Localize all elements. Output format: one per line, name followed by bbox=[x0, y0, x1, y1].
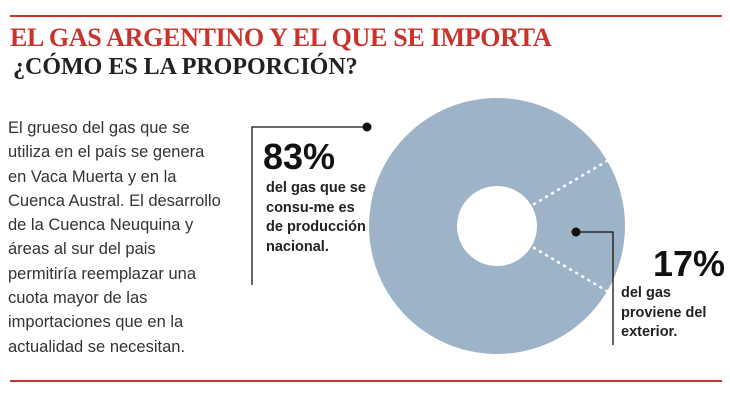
slice-17-description: del gas proviene del exterior. bbox=[621, 285, 707, 340]
slice-divider-1 bbox=[532, 246, 608, 293]
slice-divider-2 bbox=[532, 159, 608, 206]
page-subtitle: ¿CÓMO ES LA PROPORCIÓN? bbox=[13, 54, 358, 80]
pie-slice-17 bbox=[497, 160, 626, 292]
top-rule bbox=[10, 15, 722, 17]
body-text: El grueso del gas que se utiliza en el p… bbox=[8, 119, 221, 356]
page-title: EL GAS ARGENTINO Y EL QUE SE IMPORTA bbox=[10, 23, 552, 52]
bottom-rule bbox=[10, 380, 722, 382]
slice-17-value: 17% bbox=[653, 243, 726, 284]
donut-hole bbox=[457, 186, 537, 266]
callout-83 bbox=[251, 122, 372, 285]
slice-83-description: del gas que se consu-me es de producción… bbox=[266, 180, 366, 255]
callout-17 bbox=[571, 227, 614, 345]
slice-83-value: 83% bbox=[263, 136, 336, 177]
